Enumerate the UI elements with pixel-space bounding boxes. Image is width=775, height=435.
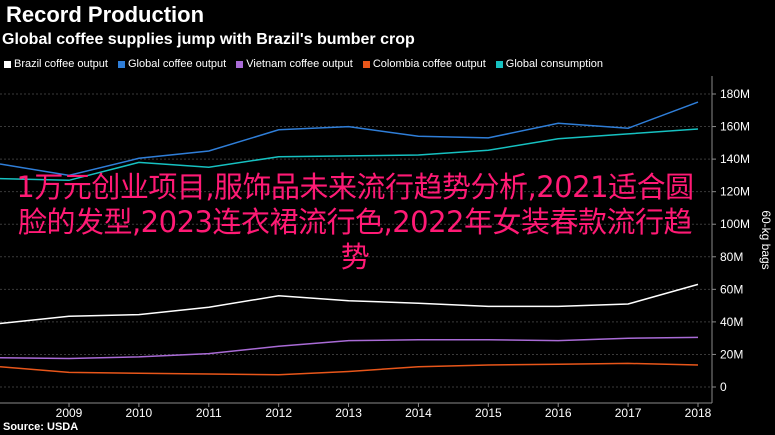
legend-label: Global coffee output — [127, 58, 227, 70]
legend-swatch — [236, 60, 244, 68]
chart-legend: Brazil coffee output Global coffee outpu… — [4, 58, 603, 70]
y-tick-label: 60M — [720, 282, 743, 296]
series-line-colombia-coffee-output — [0, 362, 699, 376]
y-tick-label: 180M — [720, 87, 750, 101]
y-tick-label: 0 — [720, 380, 727, 394]
x-tick-label: 2015 — [475, 406, 502, 420]
x-tick-label: 2009 — [56, 406, 83, 420]
x-tick-label: 2010 — [126, 406, 153, 420]
x-tick-label: 2014 — [405, 406, 432, 420]
y-tick-label: 120M — [720, 185, 750, 199]
legend-item-global-output: Global coffee output — [117, 58, 227, 70]
series-line-vietnam-coffee-output — [0, 336, 699, 360]
y-axis-title: 60-kg bags — [759, 210, 773, 269]
legend-swatch — [4, 60, 11, 68]
legend-swatch — [362, 60, 370, 68]
x-tick-label: 2017 — [615, 406, 642, 420]
y-tick-label: 160M — [720, 120, 750, 134]
chart-subtitle: Global coffee supplies jump with Brazil'… — [2, 31, 415, 48]
x-tick-label: 2012 — [265, 406, 292, 420]
legend-label: Brazil coffee output — [14, 58, 108, 70]
series-line-global-coffee-output — [0, 101, 699, 177]
legend-label: Vietnam coffee output — [246, 58, 353, 70]
legend-item-consumption: Global consumption — [495, 58, 604, 70]
y-tick-label: 80M — [720, 250, 743, 264]
chart-title: Record Production — [6, 2, 205, 27]
legend-swatch — [117, 60, 125, 68]
legend-swatch — [495, 60, 503, 68]
y-tick-label: 140M — [720, 152, 750, 166]
x-tick-label: 2013 — [335, 406, 362, 420]
series-line-brazil-coffee-output — [0, 283, 699, 325]
legend-item-brazil: Brazil coffee output — [4, 58, 108, 70]
legend-item-colombia: Colombia coffee output — [362, 58, 486, 70]
y-tick-label: 40M — [720, 315, 743, 329]
x-tick-label: 2011 — [196, 406, 222, 420]
overlay-text: 1万元创业项目,服饰品未来流行趋势分析,2021适合圆脸的发型,2023连衣裙流… — [16, 170, 694, 274]
y-tick-label: 20M — [720, 347, 743, 361]
y-tick-label: 100M — [720, 217, 750, 231]
source-note: Source: USDA — [3, 421, 79, 433]
legend-label: Colombia coffee output — [372, 58, 486, 70]
legend-label: Global consumption — [505, 58, 604, 70]
series-line-global-consumption — [0, 128, 699, 182]
x-tick-label: 2018 — [685, 406, 712, 420]
legend-item-vietnam: Vietnam coffee output — [236, 58, 353, 70]
x-tick-label: 2016 — [545, 406, 572, 420]
